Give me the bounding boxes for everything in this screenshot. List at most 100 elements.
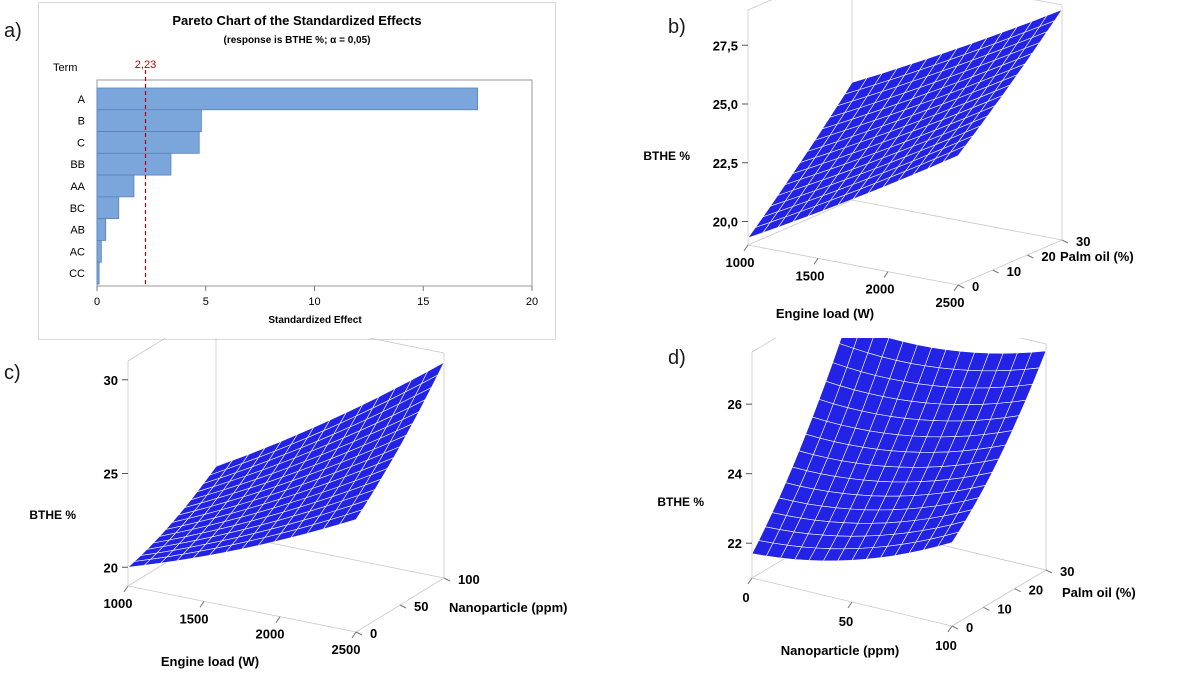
- surface-plot-d: 22 24 26 0 50 100 0 10 20 30 BTHE % Nanoparticle …: [657, 338, 1136, 658]
- reference-line-label: 2,23: [135, 59, 156, 71]
- surface-d-z-label: BTHE %: [657, 495, 704, 509]
- y-tick: [951, 625, 959, 630]
- pareto-category-label: AA: [70, 181, 85, 193]
- x-tick-label: 2000: [866, 282, 895, 297]
- pareto-bar-BB: [96, 152, 172, 176]
- floor-edge: [951, 569, 1047, 627]
- z-tick-label: 20: [104, 560, 118, 575]
- top-edge: [367, 338, 445, 354]
- pareto-category-label: B: [78, 116, 85, 128]
- top-edge: [747, 0, 773, 11]
- y-tick-label: 0: [370, 626, 377, 641]
- y-tick-label: 10: [997, 601, 1011, 616]
- x-tick: [123, 585, 129, 593]
- z-tick-label: 20,0: [713, 215, 738, 230]
- y-tick: [443, 577, 451, 582]
- y-tick-label: 0: [972, 279, 979, 294]
- x-tick: [275, 616, 281, 623]
- top-edge: [1033, 0, 1063, 6]
- pareto-bar-AB: [96, 218, 107, 241]
- pareto-bar-BC: [96, 196, 120, 220]
- x-tick: [947, 625, 953, 633]
- y-tick-label: 20: [1041, 249, 1055, 264]
- x-tick: [953, 284, 959, 292]
- y-tick-label: 0: [966, 620, 973, 635]
- z-tick-label: 25: [104, 467, 118, 482]
- y-tick: [957, 284, 965, 289]
- pareto-subtitle: (response is BTHE %; α = 0,05): [223, 35, 370, 46]
- pareto-category-label: AB: [70, 225, 85, 237]
- x-tick: [743, 244, 749, 252]
- z-tick-label: 27,5: [713, 38, 738, 53]
- pareto-bar-CC: [96, 261, 100, 285]
- floor-edge: [851, 199, 1063, 241]
- y-tick: [399, 604, 407, 609]
- floor-edge: [747, 199, 853, 246]
- x-tick-label: 2500: [936, 295, 965, 310]
- top-edge: [751, 338, 777, 353]
- surface-b-y-label: Palm oil (%): [1060, 249, 1134, 264]
- z-tick-label: 26: [728, 397, 742, 412]
- x-tick: [199, 601, 205, 608]
- x-tick-label: 0: [742, 590, 749, 605]
- pareto-term-label: Term: [53, 62, 77, 74]
- pareto-x-tick-label: 20: [526, 296, 538, 308]
- pareto-category-label: A: [78, 94, 86, 106]
- pareto-category-label: C: [77, 137, 85, 149]
- x-tick: [847, 601, 853, 609]
- panel-label-a: a): [4, 20, 22, 42]
- y-tick-label: 50: [414, 599, 428, 614]
- surface-plot-c: 20 25 30 1000 1500 2000 2500 0 50 100 BTHE % Engi…: [29, 338, 567, 669]
- x-tick-label: 2000: [256, 627, 285, 642]
- y-tick: [1014, 588, 1021, 593]
- surface-b-x-label: Engine load (W): [776, 306, 874, 321]
- pareto-title: Pareto Chart of the Standardized Effects: [172, 13, 421, 28]
- surface-d-x-label: Nanoparticle (ppm): [781, 643, 899, 658]
- y-tick: [992, 269, 999, 274]
- z-tick-label: 25,0: [713, 97, 738, 112]
- top-edge: [127, 338, 167, 362]
- pareto-category-label: BB: [70, 159, 85, 171]
- floor-edge: [747, 244, 959, 286]
- y-tick: [983, 606, 990, 611]
- x-tick-label: 1500: [180, 611, 209, 626]
- x-tick-label: 100: [935, 638, 957, 653]
- surface-mesh-cell: [942, 145, 967, 163]
- surface-c-z-label: BTHE %: [29, 508, 76, 522]
- pareto-category-label: BC: [70, 203, 85, 215]
- y-tick: [1027, 254, 1034, 259]
- x-tick: [747, 577, 753, 585]
- pareto-category-label: CC: [69, 268, 85, 280]
- y-tick-label: 30: [1076, 234, 1090, 249]
- x-tick-label: 1000: [104, 596, 133, 611]
- y-tick-label: 100: [458, 572, 480, 587]
- x-tick: [813, 258, 819, 265]
- surface-c-y-label: Nanoparticle (ppm): [449, 600, 567, 615]
- pareto-category-label: AC: [70, 246, 85, 258]
- floor-edge: [127, 585, 357, 633]
- pareto-x-tick-label: 0: [94, 296, 100, 308]
- z-tick-label: 22,5: [713, 156, 738, 171]
- pareto-bar-AA: [96, 174, 135, 198]
- panel-label-d: d): [668, 347, 686, 369]
- pareto-chart-panel: Pareto Chart of the Standardized Effects…: [38, 2, 556, 340]
- pareto-bar-B: [96, 109, 202, 132]
- surface-plot-b: 20,022,525,027,510001500200025000102030 …: [643, 0, 1134, 321]
- floor-edge: [957, 239, 1063, 286]
- pareto-bar-C: [96, 131, 200, 154]
- z-tick-label: 24: [728, 467, 743, 482]
- x-tick: [351, 631, 357, 639]
- pareto-bar-AC: [96, 240, 102, 263]
- pareto-x-tick-label: 15: [417, 296, 429, 308]
- pareto-x-tick-label: 5: [203, 296, 209, 308]
- x-tick-label: 1500: [796, 268, 825, 283]
- z-tick-label: 22: [728, 536, 742, 551]
- x-tick-label: 1000: [726, 255, 755, 270]
- panel-label-c: c): [4, 362, 21, 384]
- pareto-chart: Pareto Chart of the Standardized Effects…: [53, 13, 538, 326]
- surface-mesh-cell: [338, 509, 364, 525]
- surface-mesh-cell: [937, 531, 960, 548]
- x-tick: [883, 271, 889, 278]
- surface-b-z-label: BTHE %: [643, 149, 690, 163]
- y-tick: [1045, 569, 1053, 574]
